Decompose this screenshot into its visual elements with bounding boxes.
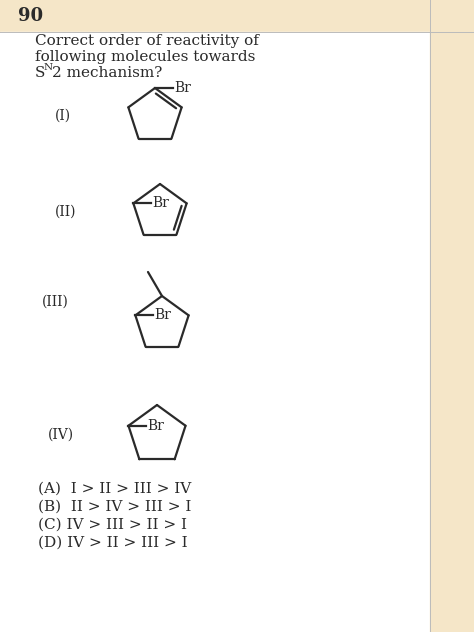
Text: S: S [35,66,46,80]
Text: (III): (III) [42,295,69,309]
Text: (II): (II) [55,205,76,219]
Text: Br: Br [152,197,169,210]
Bar [430,0,474,632]
Text: following molecules towards: following molecules towards [35,50,255,64]
Text: (C) IV > III > II > I: (C) IV > III > II > I [38,518,187,532]
Text: Br: Br [147,419,164,433]
Text: 90: 90 [18,7,43,25]
Text: Correct order of reactivity of: Correct order of reactivity of [35,34,259,48]
Text: (IV): (IV) [48,428,74,442]
Text: (I): (I) [55,109,71,123]
Bar [0,0,474,32]
Text: (B)  II > IV > III > I: (B) II > IV > III > I [38,500,191,514]
Text: 2 mechanism?: 2 mechanism? [52,66,163,80]
Text: N: N [44,63,53,72]
Text: Br: Br [174,81,191,95]
Text: (A)  I > II > III > IV: (A) I > II > III > IV [38,482,191,496]
Text: Br: Br [155,308,171,322]
Text: (D) IV > II > III > I: (D) IV > II > III > I [38,536,188,550]
